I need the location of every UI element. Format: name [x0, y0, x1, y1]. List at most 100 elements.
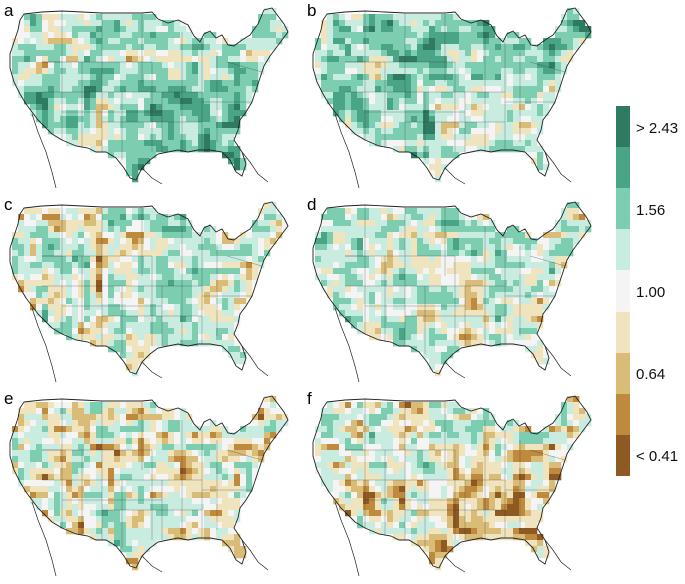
grid-cell	[246, 450, 253, 457]
grid-cell	[216, 468, 223, 475]
grid-cell	[375, 438, 382, 445]
grid-cell	[453, 408, 460, 415]
grid-cell	[66, 62, 73, 69]
grid-cell	[186, 250, 193, 257]
grid-cell	[459, 74, 466, 81]
grid-cell	[501, 274, 508, 281]
grid-cell	[174, 292, 181, 299]
grid-cell	[447, 68, 454, 75]
grid-cell	[180, 226, 187, 233]
grid-cell	[246, 56, 253, 63]
grid-cell	[327, 292, 334, 299]
grid-cell	[429, 238, 436, 245]
grid-cell	[42, 32, 49, 39]
grid-cell	[204, 504, 211, 511]
grid-cell	[381, 134, 388, 141]
grid-cell	[114, 98, 121, 105]
grid-cell	[162, 80, 169, 87]
grid-cell	[24, 20, 31, 27]
grid-cell	[321, 462, 328, 469]
grid-cell	[12, 262, 19, 269]
grid-cell	[108, 140, 115, 147]
grid-cell	[525, 444, 532, 451]
grid-cell	[96, 420, 103, 427]
grid-cell	[483, 232, 490, 239]
grid-cell	[126, 220, 133, 227]
grid-cell	[405, 402, 412, 409]
grid-cell	[234, 304, 241, 311]
grid-cell	[162, 62, 169, 69]
grid-cell	[138, 316, 145, 323]
map-panel-d: d	[305, 196, 605, 386]
grid-cell	[252, 44, 259, 51]
grid-cell	[435, 310, 442, 317]
grid-cell	[381, 74, 388, 81]
grid-cell	[66, 292, 73, 299]
grid-cell	[405, 26, 412, 33]
grid-cell	[180, 328, 187, 335]
grid-cell	[216, 256, 223, 263]
grid-cell	[114, 414, 121, 421]
grid-cell	[144, 432, 151, 439]
grid-cell	[399, 44, 406, 51]
grid-cell	[459, 232, 466, 239]
grid-cell	[477, 62, 484, 69]
grid-cell	[204, 62, 211, 69]
grid-cell	[126, 122, 133, 129]
grid-cell	[483, 274, 490, 281]
grid-cell	[36, 426, 43, 433]
grid-cell	[471, 304, 478, 311]
grid-cell	[210, 134, 217, 141]
grid-cell	[216, 50, 223, 57]
grid-cell	[54, 74, 61, 81]
grid-cell	[90, 516, 97, 523]
grid-cell	[525, 122, 532, 129]
grid-cell	[132, 516, 139, 523]
grid-cell	[258, 438, 265, 445]
grid-cell	[144, 238, 151, 245]
grid-cell	[471, 104, 478, 111]
grid-cell	[108, 44, 115, 51]
grid-cell	[327, 426, 334, 433]
grid-cell	[381, 92, 388, 99]
grid-cell	[180, 80, 187, 87]
grid-cell	[423, 68, 430, 75]
grid-cell	[399, 262, 406, 269]
grid-cell	[489, 420, 496, 427]
grid-cell	[258, 450, 265, 457]
grid-cell	[453, 292, 460, 299]
grid-cell	[351, 232, 358, 239]
grid-cell	[435, 256, 442, 263]
grid-cell	[471, 128, 478, 135]
grid-cell	[567, 238, 574, 245]
grid-cell	[96, 510, 103, 517]
grid-cell	[174, 104, 181, 111]
grid-cell	[471, 268, 478, 275]
grid-cell	[102, 62, 109, 69]
grid-cell	[519, 432, 526, 439]
grid-cell	[174, 226, 181, 233]
grid-cell	[138, 498, 145, 505]
grid-cell	[168, 26, 175, 33]
grid-cell	[180, 420, 187, 427]
grid-cell	[90, 92, 97, 99]
grid-cell	[180, 304, 187, 311]
grid-cell	[186, 238, 193, 245]
grid-cell	[192, 146, 199, 153]
grid-cell	[393, 38, 400, 45]
grid-cell	[168, 510, 175, 517]
grid-cell	[204, 528, 211, 535]
grid-cell	[78, 280, 85, 287]
grid-cell	[198, 68, 205, 75]
grid-cell	[186, 444, 193, 451]
grid-cell	[18, 86, 25, 93]
grid-cell	[78, 522, 85, 529]
grid-cell	[465, 262, 472, 269]
grid-cell	[393, 322, 400, 329]
grid-cell	[495, 50, 502, 57]
grid-cell	[387, 438, 394, 445]
grid-cell	[96, 328, 103, 335]
grid-cell	[78, 86, 85, 93]
grid-cell	[555, 250, 562, 257]
grid-cell	[84, 474, 91, 481]
